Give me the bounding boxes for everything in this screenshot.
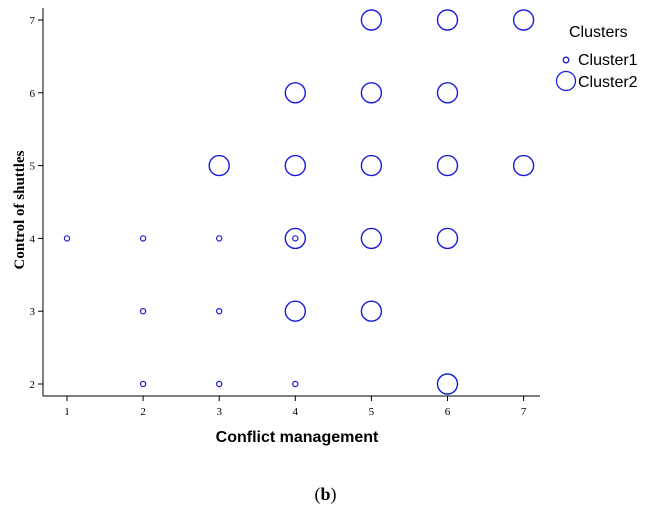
axis-labels: Control of shuttles Conflict management [12,150,379,446]
x-tick-label: 2 [140,406,146,418]
figure-caption: (b) [314,484,337,504]
y-tick-label: 2 [30,379,36,391]
point-cluster2 [360,227,383,250]
point-cluster2 [436,154,459,177]
x-tick-label: 5 [369,406,375,418]
point-cluster1 [215,235,223,242]
x-tick-label: 7 [521,406,527,418]
point-cluster2 [436,373,459,395]
point-cluster1 [139,235,147,242]
point-cluster2 [512,154,535,177]
x-tick-label: 4 [293,406,299,418]
point-cluster2 [436,82,459,104]
point-cluster2 [284,227,306,250]
point-cluster2 [360,82,383,104]
x-tick-label: 3 [216,406,222,418]
point-cluster1 [139,380,147,388]
y-tick-label: 5 [30,161,36,173]
x-tick-label: 6 [445,406,451,418]
x-axis-label: Conflict management [216,429,379,446]
point-cluster1 [139,308,147,315]
point-cluster2 [284,154,306,177]
y-tick-label: 4 [30,233,36,245]
point-cluster1 [215,380,223,388]
point-cluster1 [292,235,299,242]
y-tick-label: 7 [30,15,36,27]
y-tick-label: 3 [30,306,36,318]
point-cluster2 [436,9,459,31]
point-cluster2 [284,300,306,322]
point-cluster2 [360,300,383,322]
scatter-chart: 2 3 4 5 6 7 1 2 3 4 5 6 7 Control of shuttles Confli… [12,8,638,446]
point-cluster2 [208,154,230,177]
y-tick-label: 6 [30,88,36,100]
x-tick-label: 1 [64,406,70,418]
point-cluster2 [284,82,306,104]
legend-label-cluster1: Cluster1 [578,52,638,69]
axes: 2 3 4 5 6 7 1 2 3 4 5 6 7 [30,8,540,418]
legend-title: Clusters [569,24,628,41]
legend: Clusters Cluster1 Cluster2 [555,24,638,92]
point-cluster1 [63,235,71,242]
point-cluster2 [436,227,459,250]
point-cluster2 [360,154,383,177]
point-cluster1 [292,380,299,388]
caption-letter: b [320,484,331,504]
y-axis-label: Control of shuttles [12,150,28,269]
data-points [63,9,535,395]
legend-marker-cluster2 [555,70,577,92]
point-cluster2 [512,9,535,31]
legend-marker-cluster1 [562,56,570,64]
point-cluster1 [215,308,223,315]
legend-label-cluster2: Cluster2 [578,74,638,91]
point-cluster2 [360,9,383,31]
